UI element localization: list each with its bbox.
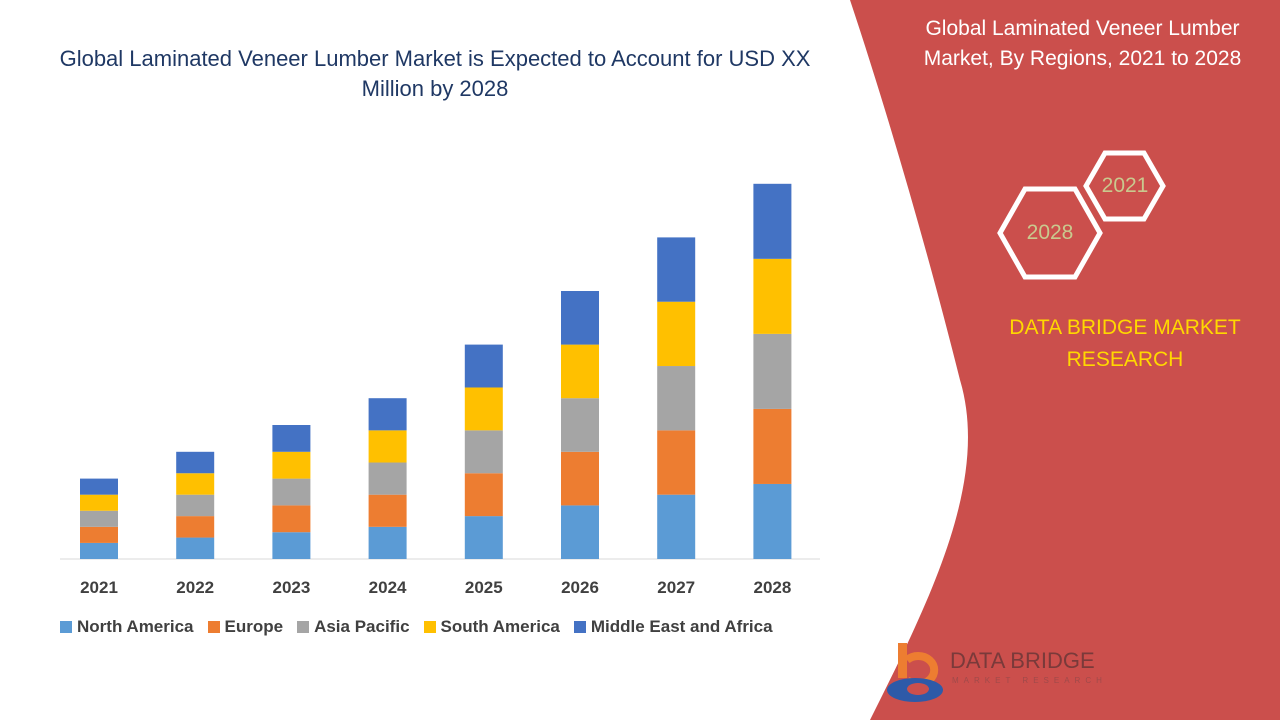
bar-segment [657,494,696,559]
bar-segment [368,430,407,463]
legend-label: Europe [224,617,284,636]
bar-segment [272,451,311,479]
bar-segment [272,532,311,559]
hexagon-2021 [1083,150,1166,222]
bar-segment [753,483,792,559]
bar-segment [464,387,503,431]
bar-segment [464,430,503,474]
hex-label-2021: 2021 [1101,174,1149,197]
red-panel [850,0,1280,720]
bar-segment [753,333,792,409]
chart-title: Global Laminated Veneer Lumber Market is… [59,46,811,101]
legend-item: South America [423,617,560,637]
x-tick-label: 2023 [272,578,310,597]
legend-item: Europe [207,617,284,637]
bar-segment [80,478,118,495]
bar-segment [464,473,503,517]
legend-item: North America [60,617,194,637]
bar-segment [657,301,696,367]
legend-swatch [423,621,436,633]
x-tick-label: 2028 [753,578,791,597]
bar-segment [176,537,215,559]
hexagon-2028 [997,186,1103,280]
bar-segment [657,237,696,302]
bar-segment [753,408,792,484]
logo-subtext: MARKET RESEARCH [952,676,1107,685]
bar-segment [368,462,407,495]
legend-label: Asia Pacific [314,617,410,636]
legend-swatch [207,621,220,633]
bar-segment [80,542,118,559]
bar-segment [657,366,696,431]
bar-segment [464,516,503,559]
bar-segment [176,451,215,474]
x-tick-label: 2025 [465,578,503,597]
bar-segment [753,183,792,259]
bar-segment [368,494,407,527]
legend-item: Asia Pacific [297,617,410,637]
legend-swatch [573,621,586,633]
bar-segment [80,510,118,527]
x-tick-label: 2022 [176,578,214,597]
stacked-bar-chart: 2021 2022 2023 2024 2025 2026 2027 2028 [60,183,820,597]
legend-label: Middle East and Africa [590,617,773,636]
panel-title: Global Laminated Veneer Lumber Market, B… [923,17,1242,70]
bar-segment [176,473,215,495]
hex-label-2028: 2028 [1026,221,1074,244]
data-bridge-logo-icon [887,643,943,702]
bar-segment [561,505,599,559]
bar-segment [368,526,407,559]
x-tick-label: 2024 [369,578,407,597]
bar-segment [176,516,215,538]
bar-segment [176,494,215,517]
logo-text: DATA BRIDGE [950,648,1095,673]
bar-segment [657,430,696,495]
bar-segment [561,291,599,345]
legend-label: South America [440,617,560,636]
x-tick-label: 2027 [657,578,695,597]
bar-segment [464,344,503,388]
legend-swatch [60,621,72,633]
bar-segment [80,494,118,511]
x-tick-label: 2021 [80,578,118,597]
legend-swatch [297,621,310,633]
legend-label: North America [77,617,194,636]
bar-segment [561,398,599,452]
brand-text: DATA BRIDGE MARKET RESEARCH [1009,316,1241,371]
bar-segment [272,425,311,452]
bar-segment [561,451,599,506]
bar-segment [272,505,311,533]
bar-segment [272,478,311,506]
bar-segment [80,526,118,543]
bar-segment [753,258,792,334]
bar-segment [368,398,407,431]
legend-item: Middle East and Africa [573,617,773,637]
legend: North America Europe Asia Pacific South … [60,617,773,637]
bar-segment [561,344,599,399]
x-tick-label: 2026 [561,578,599,597]
